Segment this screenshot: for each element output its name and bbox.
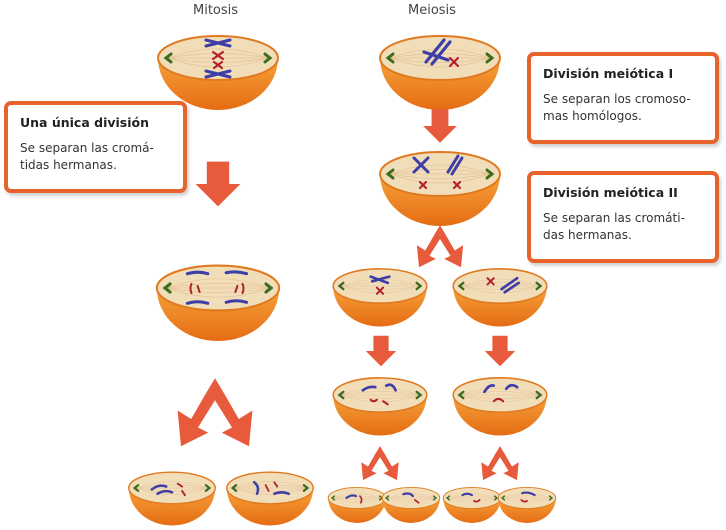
meiosis-title: Meiosis [408, 3, 456, 18]
meiosis1-box-text: Se separan los cromoso- mas homólogos. [543, 91, 703, 125]
mitosis-daughter-cell-2 [225, 471, 315, 527]
meiosis-arrow-down-left [365, 335, 397, 367]
meiosis-split-arrow-right [481, 446, 519, 481]
mitosis-box-line-2: tidas hermanas. [20, 158, 117, 172]
meiosis-division-1-box: División meiótica I Se separan los cromo… [527, 52, 719, 144]
meiosis2-box-text: Se separan las cromáti- das hermanas. [543, 210, 703, 244]
meiosis-gamete-4 [497, 486, 557, 524]
meiosis-cell-division-2-right [452, 376, 548, 437]
meiosis2-box-line-2: das hermanas. [543, 228, 632, 242]
mitosis-anaphase-cell [155, 264, 281, 343]
meiosis-cell-after-division-1-left [332, 267, 428, 328]
mitosis-arrow-down [195, 161, 241, 207]
meiosis-parent-cell [378, 34, 502, 112]
mitosis-daughter-cell-1 [127, 471, 217, 527]
mitosis-box-line-1: Se separan las cromá- [20, 141, 154, 155]
meiosis2-box-line-1: Se separan las cromáti- [543, 211, 685, 225]
meiosis2-box-heading: División meiótica II [543, 185, 678, 200]
meiosis-arrow-down-1 [423, 109, 457, 143]
meiosis-cell-division-2-left [332, 376, 428, 437]
meiosis-split-arrow-left [361, 446, 399, 481]
mitosis-info-box: Una única división Se separan las cromá-… [4, 101, 187, 193]
mitosis-box-heading: Una única división [20, 115, 149, 130]
meiosis-metaphase-cell [378, 150, 502, 228]
meiosis1-box-line-2: mas homólogos. [543, 109, 642, 123]
mitosis-split-arrow [177, 378, 253, 447]
meiosis-division-2-box: División meiótica II Se separan las crom… [527, 171, 719, 263]
meiosis-gamete-3 [442, 486, 502, 524]
mitosis-box-text: Se separan las cromá- tidas hermanas. [20, 140, 171, 174]
mitosis-title: Mitosis [193, 3, 239, 18]
meiosis-cell-after-division-1-right [452, 267, 548, 328]
meiosis1-box-line-1: Se separan los cromoso- [543, 92, 691, 106]
meiosis-gamete-2 [381, 486, 441, 524]
meiosis-arrow-down-right [484, 335, 516, 367]
meiosis-gamete-1 [327, 486, 387, 524]
mitosis-parent-cell [156, 34, 280, 112]
meiosis-split-arrow-1 [416, 225, 464, 268]
meiosis1-box-heading: División meiótica I [543, 66, 674, 81]
